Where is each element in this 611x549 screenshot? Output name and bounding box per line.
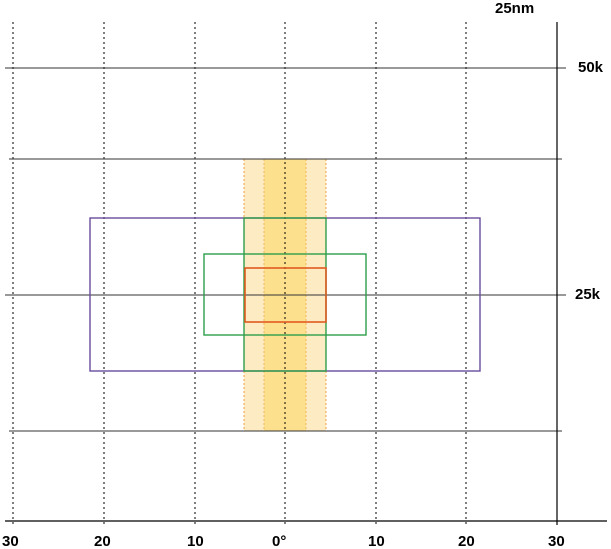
bearing-label-e30: 30 <box>548 533 565 549</box>
bearing-label-w30: 30 <box>2 533 19 549</box>
red-core-box <box>244 267 327 323</box>
bearing-label-w10: 10 <box>187 533 204 549</box>
bearing-label-e20: 20 <box>458 533 475 549</box>
bearing-grid <box>12 22 467 525</box>
green-horizontal-box <box>203 253 367 336</box>
bearing-label-0: 0° <box>272 533 286 549</box>
bearing-label-w20: 20 <box>94 533 111 549</box>
altitude-label-25k: 25k <box>575 286 601 303</box>
scale-label: 25nm <box>495 0 534 17</box>
altitude-grid <box>5 67 566 432</box>
altitude-label-50k: 50k <box>578 59 604 76</box>
bearing-label-e10: 10 <box>368 533 385 549</box>
